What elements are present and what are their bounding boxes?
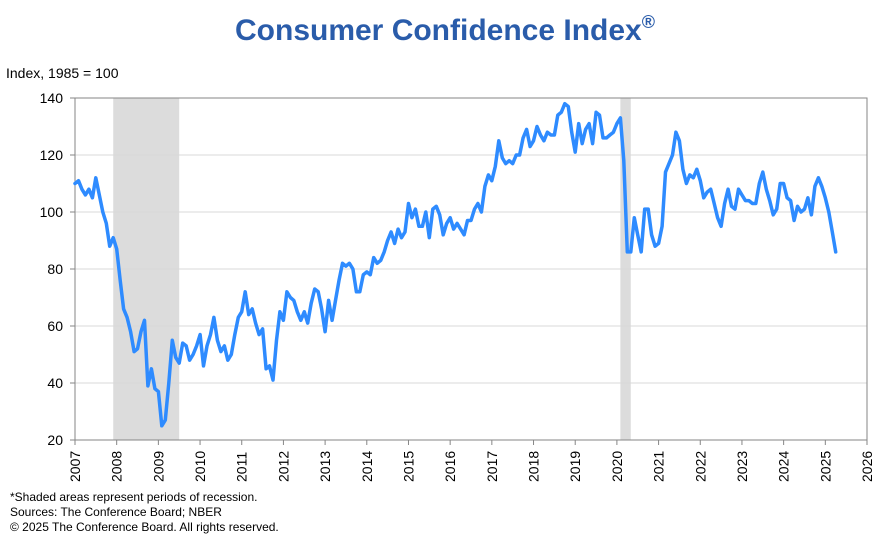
y-tick-label: 100 [40,204,64,220]
x-tick-label: 2025 [817,451,833,482]
x-tick-label: 2009 [150,451,166,482]
y-tick-label: 60 [47,318,63,334]
x-tick-label: 2018 [526,451,542,482]
x-tick-label: 2013 [317,451,333,482]
x-tick-label: 2015 [400,451,416,482]
x-tick-label: 2024 [776,451,792,482]
x-tick-label: 2019 [567,451,583,482]
chart-title-text: Consumer Confidence Index [235,14,642,47]
y-tick-label: 120 [40,147,64,163]
footnotes: *Shaded areas represent periods of reces… [10,490,279,535]
registered-mark: ® [641,12,655,32]
x-tick-label: 2020 [609,451,625,482]
recession-note: *Shaded areas represent periods of reces… [10,490,258,504]
y-tick-label: 140 [40,90,64,106]
x-tick-label: 2016 [442,451,458,482]
x-tick-label: 2007 [67,451,83,482]
y-axis-label: Index, 1985 = 100 [6,65,119,81]
x-tick-label: 2010 [192,451,208,482]
x-tick-label: 2023 [734,451,750,482]
x-tick-label: 2021 [651,451,667,482]
y-tick-label: 80 [47,261,63,277]
chart-title: Consumer Confidence Index® [0,12,890,48]
y-tick-label: 40 [47,375,63,391]
series-line [73,101,838,428]
x-tick-label: 2012 [275,451,291,482]
x-tick-label: 2011 [234,452,250,482]
x-tick-label: 2022 [692,451,708,482]
sources-note: Sources: The Conference Board; NBER [10,505,222,519]
copyright-note: © 2025 The Conference Board. All rights … [10,520,279,534]
x-tick-label: 2008 [109,451,125,482]
plot-frame [74,97,868,441]
y-tick-label: 20 [47,432,63,448]
x-tick-label: 2017 [484,451,500,482]
x-tick-label: 2026 [859,451,875,482]
x-tick-label: 2014 [359,451,375,482]
